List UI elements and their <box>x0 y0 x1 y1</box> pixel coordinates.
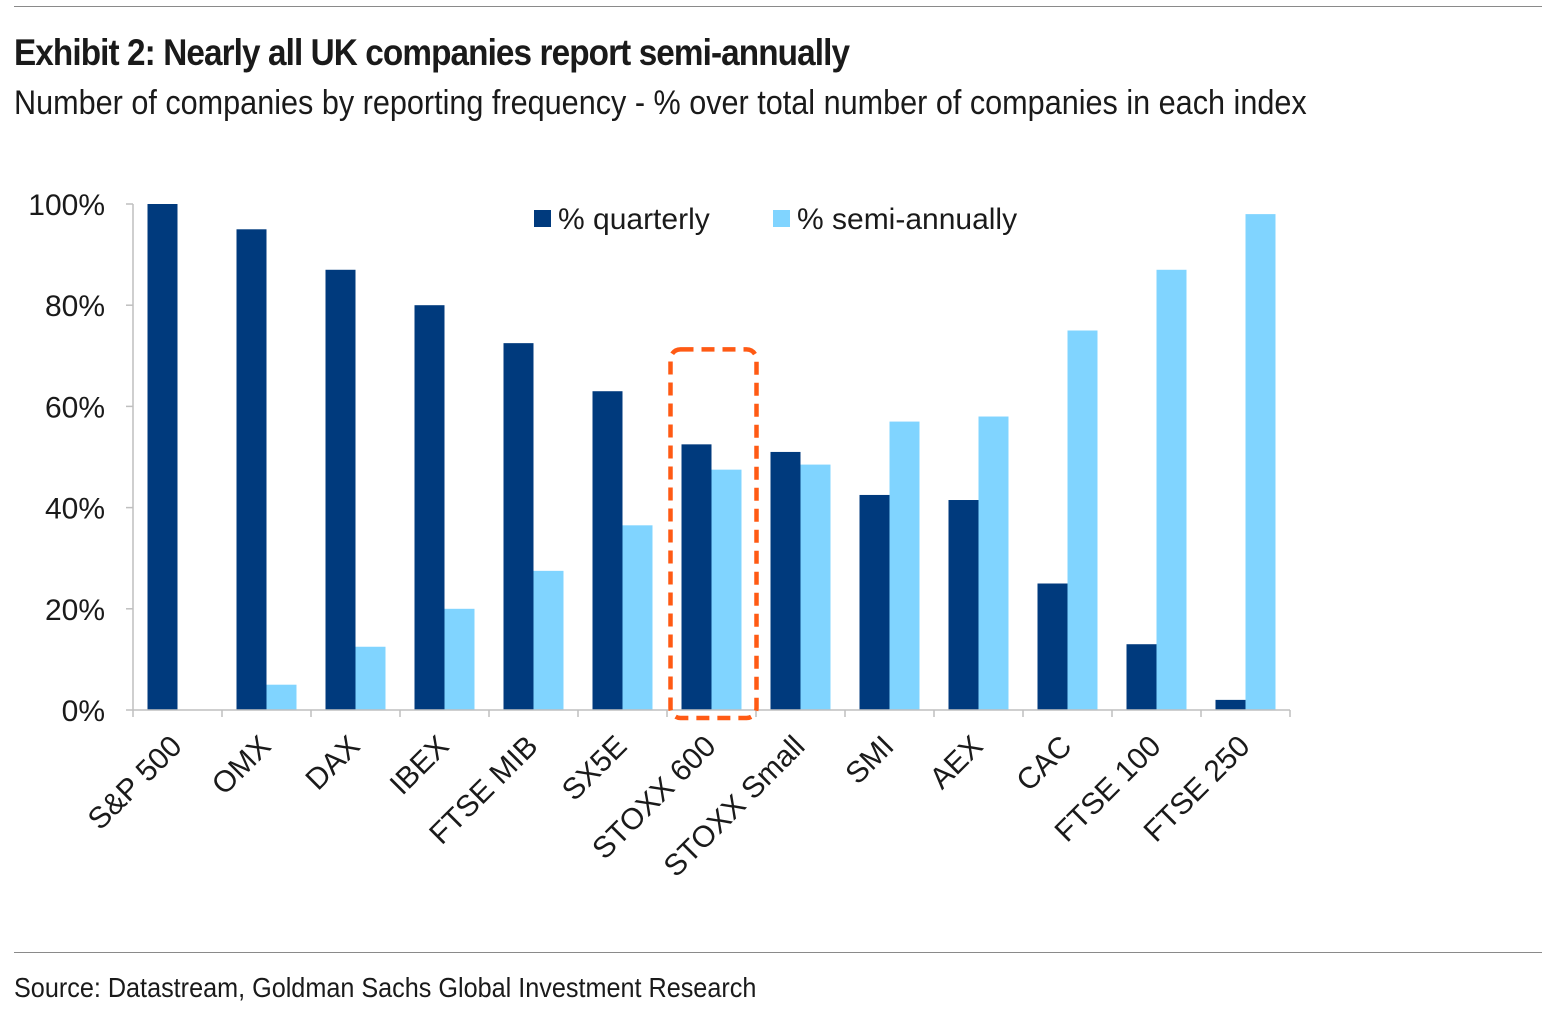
y-tick-label: 0% <box>62 695 105 728</box>
bar-semi-annually <box>889 421 920 710</box>
chart-title: Exhibit 2: Nearly all UK companies repor… <box>14 32 850 73</box>
y-tick-label: 80% <box>45 290 105 323</box>
bar-semi-annually <box>355 646 386 710</box>
legend-label: % quarterly <box>558 203 710 236</box>
bar-quarterly <box>592 391 623 710</box>
x-tick-label: SX5E <box>556 730 634 808</box>
bar-semi-annually <box>533 570 564 710</box>
x-tick-label: S&P 500 <box>82 730 189 837</box>
highlight-box <box>668 347 759 721</box>
x-tick-label: CAC <box>1010 730 1078 798</box>
x-tick-label: OMX <box>206 730 278 802</box>
x-tick-label: SMI <box>839 730 900 791</box>
bar-semi-annually <box>622 525 653 710</box>
bar-semi-annually <box>1156 269 1187 710</box>
x-tick-label: AEX <box>924 730 990 796</box>
bar-semi-annually <box>978 416 1009 710</box>
bar-semi-annually <box>444 608 475 710</box>
y-tick-label: 20% <box>45 594 105 627</box>
bar-quarterly <box>948 500 979 710</box>
chart-subtitle: Number of companies by reporting frequen… <box>14 84 1307 122</box>
bar-quarterly <box>414 305 445 710</box>
legend-swatch <box>773 210 790 227</box>
bar-chart: 0%20%40%60%80%100% S&P 500 OMX DAX IBEXFTSE… <box>28 189 1291 883</box>
bar-quarterly <box>859 494 890 710</box>
y-tick-label: 40% <box>45 493 105 526</box>
source-note: Source: Datastream, Goldman Sachs Global… <box>14 972 757 1003</box>
x-tick-label: IBEX <box>384 730 456 802</box>
bar-quarterly <box>147 204 178 710</box>
y-tick-label: 100% <box>28 189 105 222</box>
top-rule <box>14 6 1542 7</box>
bar-quarterly <box>770 451 801 710</box>
bar-semi-annually <box>800 464 831 710</box>
bar-quarterly <box>1215 699 1246 710</box>
x-tick-label: DAX <box>299 730 366 797</box>
legend-swatch <box>534 210 551 227</box>
bottom-rule <box>14 952 1542 953</box>
bar-quarterly <box>503 343 534 710</box>
bar-quarterly <box>236 229 267 711</box>
legend-label: % semi-annually <box>797 203 1017 236</box>
bar-quarterly <box>1037 583 1068 710</box>
bar-semi-annually <box>711 469 742 710</box>
bar-semi-annually <box>1245 214 1276 710</box>
bar-semi-annually <box>1067 330 1098 710</box>
bar-semi-annually <box>266 684 297 710</box>
bar-quarterly <box>1126 644 1157 710</box>
bar-quarterly <box>681 444 712 710</box>
y-tick-label: 60% <box>45 391 105 424</box>
bar-quarterly <box>325 269 356 710</box>
